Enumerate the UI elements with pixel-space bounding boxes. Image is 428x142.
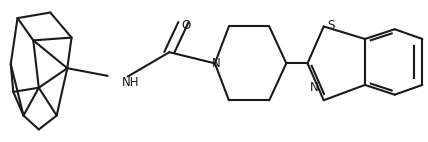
Text: NH: NH — [122, 76, 140, 89]
Text: N: N — [309, 81, 318, 94]
Text: N: N — [212, 57, 220, 70]
Text: S: S — [327, 19, 335, 32]
Text: O: O — [182, 19, 191, 32]
